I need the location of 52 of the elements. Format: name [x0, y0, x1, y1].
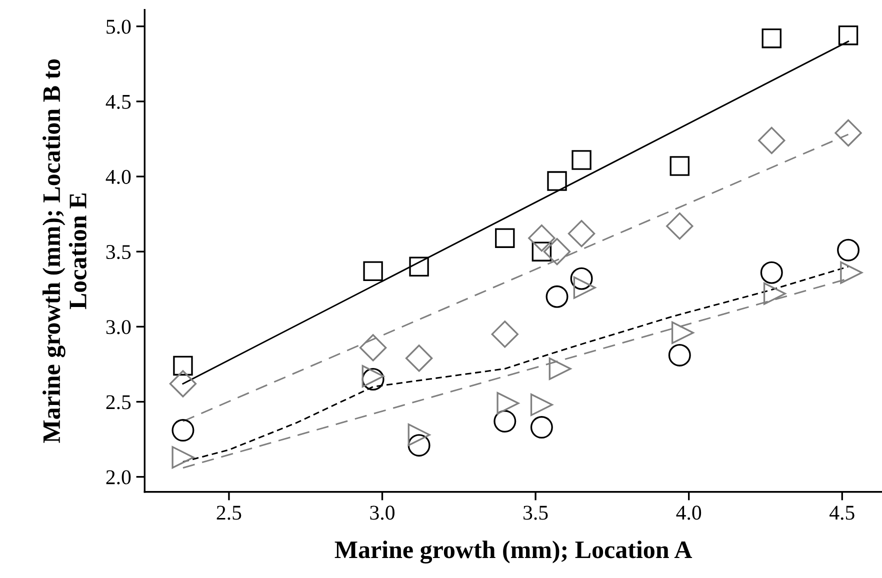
point	[763, 282, 786, 305]
point	[172, 446, 194, 469]
point	[568, 220, 596, 248]
y-tick-label: 3.5	[106, 245, 131, 260]
x-axis-title: Marine growth (mm); Location A	[334, 540, 692, 564]
x-tick-label: 3.0	[370, 506, 394, 520]
point	[838, 25, 858, 46]
point	[491, 320, 518, 348]
x-tick-label: 3.5	[524, 506, 548, 520]
x-tick-label: 4.5	[830, 506, 854, 520]
point	[760, 261, 783, 284]
point	[528, 224, 556, 252]
point	[409, 256, 429, 276]
y-tick-label: 3.0	[106, 320, 131, 334]
point	[405, 344, 433, 372]
y-axis-title: Marine growth (mm); Location B to Location E	[42, 59, 86, 443]
point	[570, 267, 593, 290]
x-tick-label: 2.5	[216, 506, 242, 520]
point	[172, 419, 194, 442]
point	[671, 321, 694, 344]
point	[758, 126, 786, 154]
point	[762, 28, 782, 48]
y-tick-label: 4.5	[106, 94, 131, 109]
point	[169, 370, 197, 398]
point	[548, 357, 572, 380]
y-tick-label: 2.0	[106, 470, 131, 484]
point	[408, 434, 430, 457]
point	[495, 228, 515, 248]
point	[573, 276, 596, 299]
y-tick-label: 2.5	[106, 395, 131, 410]
point	[494, 410, 516, 433]
point	[530, 416, 553, 439]
point	[359, 334, 387, 362]
point	[546, 285, 568, 308]
y-tick-label: 5.0	[106, 20, 131, 34]
point	[408, 424, 430, 446]
y-tick-label: 4.0	[106, 170, 131, 184]
point	[547, 171, 567, 191]
x-tick-label: 4.0	[676, 506, 702, 520]
point	[363, 261, 383, 281]
point	[530, 394, 553, 416]
point	[532, 242, 552, 262]
point	[173, 356, 193, 376]
point	[496, 392, 520, 415]
point	[666, 212, 694, 240]
point	[572, 150, 592, 170]
point	[668, 344, 691, 366]
point	[543, 238, 571, 266]
point	[834, 119, 862, 147]
point	[837, 238, 860, 262]
point	[840, 261, 863, 284]
point	[670, 156, 690, 176]
